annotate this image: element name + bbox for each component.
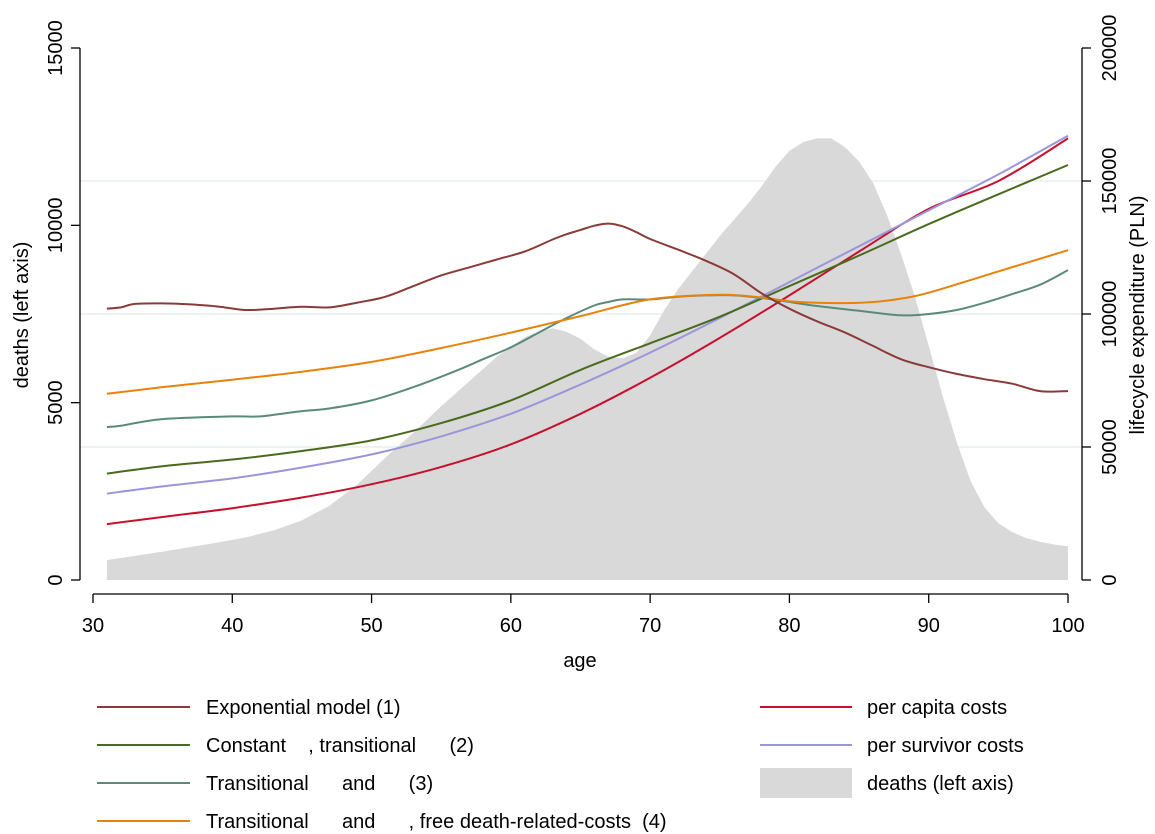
x-tick-label: 100 <box>1051 615 1084 637</box>
x-axis-label: age <box>563 650 596 672</box>
y-right-tick-label: 50000 <box>1099 419 1121 475</box>
series-line-constant-transitional-2 <box>106 164 1069 475</box>
x-tick-label: 90 <box>918 615 940 637</box>
y-right-tick-label: 200000 <box>1099 15 1121 82</box>
legend-label: Transitional and , free death-related-co… <box>206 811 667 833</box>
legend-label: per survivor costs <box>867 735 1024 757</box>
y-axis-right-label: lifecycle expenditure (PLN) <box>1127 196 1149 435</box>
legend-label: Constant , transitional (2) <box>206 735 474 757</box>
axes: 30 40 50 60 70 80 90 10005000100001500005000010… <box>45 15 1121 637</box>
y-left-tick-label: 10000 <box>45 198 67 254</box>
x-tick-label: 70 <box>639 615 661 637</box>
series-lines-layer <box>106 134 1069 526</box>
legend-label: per capita costs <box>867 697 1007 719</box>
deaths-area <box>106 138 1068 580</box>
legend-label: Exponential model (1) <box>206 697 401 719</box>
x-tick-label: 80 <box>778 615 800 637</box>
y-axis-left-label: deaths (left axis) <box>11 242 33 389</box>
series-line-per-survivor-costs <box>106 134 1069 495</box>
deaths-area-layer <box>106 138 1068 580</box>
y-right-tick-label: 100000 <box>1099 281 1121 348</box>
series-line-transitional-and-free-death-related-costs-4 <box>106 249 1069 395</box>
x-tick-label: 50 <box>360 615 382 637</box>
legend-label: Transitional and (3) <box>206 773 433 795</box>
series-line-exponential-model-1 <box>106 222 1069 393</box>
series-line-transitional-and-3 <box>106 269 1069 429</box>
y-right-tick-label: 0 <box>1099 574 1121 585</box>
y-left-tick-label: 0 <box>45 574 67 585</box>
legend-swatch <box>760 768 852 798</box>
x-tick-label: 40 <box>221 615 243 637</box>
y-left-tick-label: 5000 <box>45 380 67 425</box>
y-right-tick-label: 150000 <box>1099 148 1121 215</box>
x-tick-label: 30 <box>82 615 104 637</box>
x-tick-label: 60 <box>500 615 522 637</box>
legend-label: deaths (left axis) <box>867 773 1014 795</box>
y-left-tick-label: 15000 <box>45 20 67 76</box>
legend: Exponential model (1) Constant , transiti… <box>97 697 1024 833</box>
